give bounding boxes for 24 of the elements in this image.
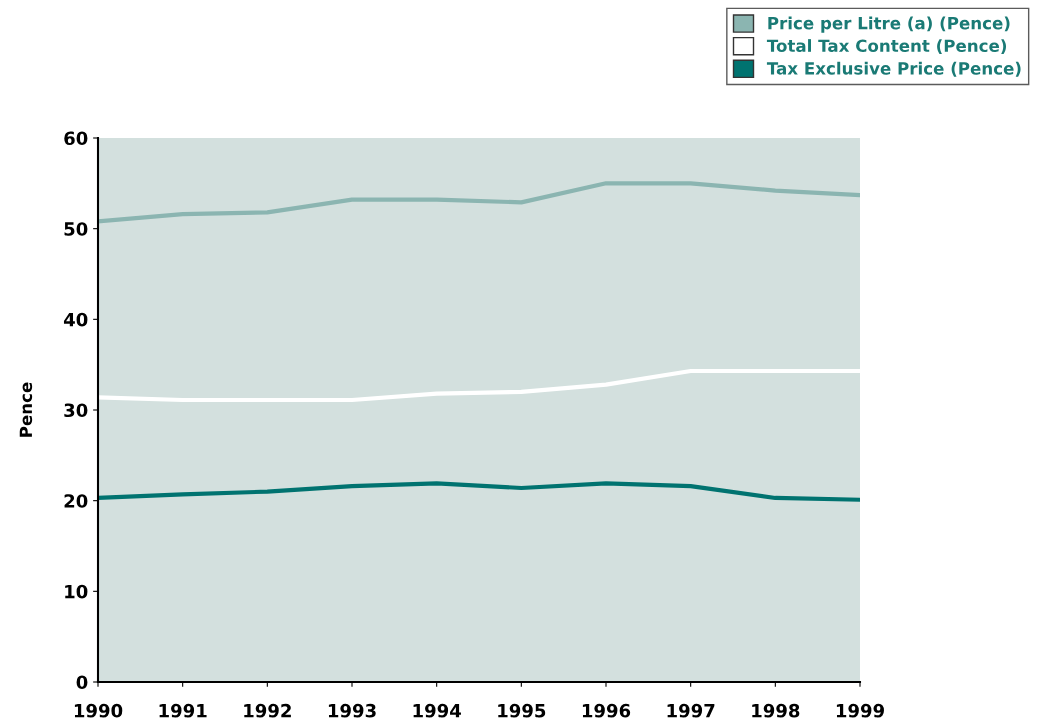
legend-label: Tax Exclusive Price (Pence) [766, 61, 1021, 77]
x-tick-label: 1993 [328, 703, 376, 718]
x-tick-label: 1997 [667, 703, 715, 718]
x-tick-label: 1998 [752, 703, 800, 718]
y-tick-label: 50 [64, 222, 88, 236]
x-tick-label: 1990 [74, 703, 123, 718]
y-axis-title: Pence [19, 382, 33, 437]
y-tick-label: 0 [76, 675, 88, 690]
y-tick-label: 20 [64, 494, 88, 508]
legend-label: Total Tax Content (Pence) [766, 39, 1007, 54]
x-tick-label: 1995 [498, 703, 546, 718]
x-tick-label: 1992 [244, 703, 291, 718]
line-series [98, 368, 860, 403]
x-tick-label: 1999 [836, 703, 884, 718]
y-tick-label: 60 [64, 131, 88, 146]
line-series [98, 481, 860, 502]
x-tick-label: 1991 [159, 703, 207, 718]
y-tick-label: 10 [65, 584, 88, 599]
y-tick-label: 30 [64, 403, 88, 418]
x-tick-label: 1996 [582, 703, 631, 718]
legend-label: Price per Litre (a) (Pence) [768, 16, 1010, 33]
line-series [98, 181, 860, 224]
x-tick-label: 1994 [413, 703, 461, 718]
y-tick-label: 40 [63, 312, 88, 327]
